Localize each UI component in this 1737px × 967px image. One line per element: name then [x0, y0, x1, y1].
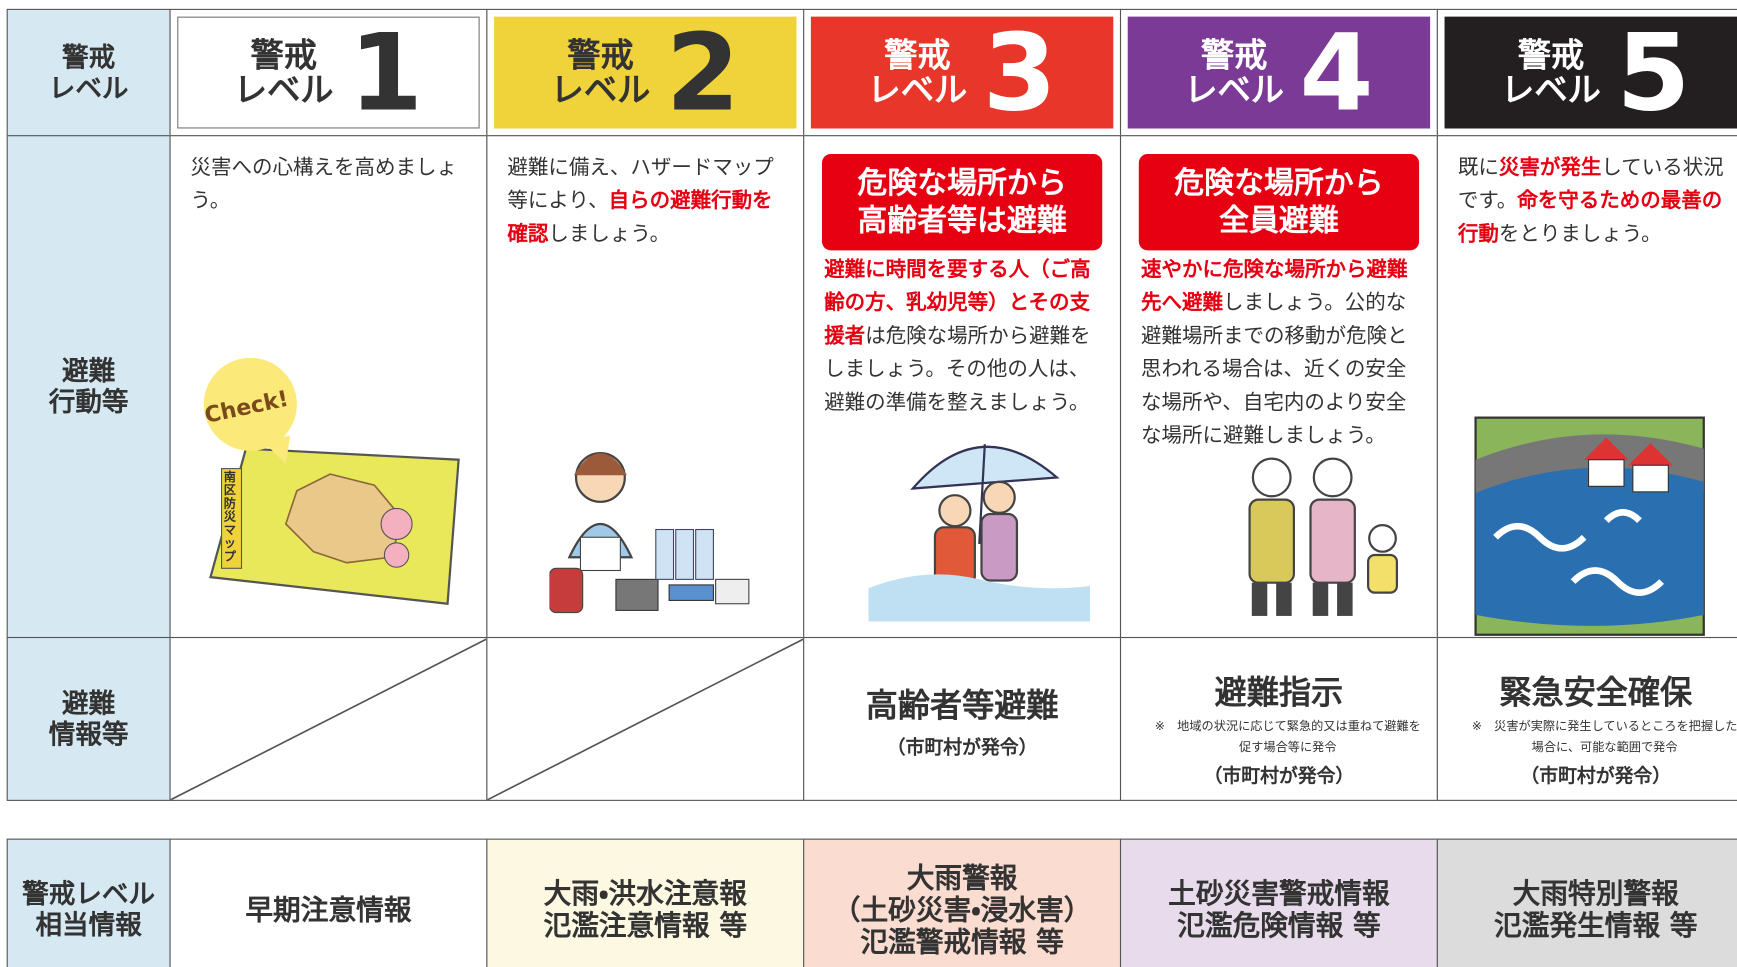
diagonal — [170, 638, 487, 800]
emphasis-text: 災害が発生 — [1498, 156, 1602, 180]
level-box: 警戒 レベル 2 — [494, 10, 797, 135]
info-issuer: （市町村が発令） — [1520, 765, 1672, 788]
text: 避難に備え、ハザードマップ等により、 — [507, 156, 774, 213]
info-title: 緊急安全確保 — [1499, 673, 1693, 712]
level-label: 警戒 レベル — [867, 36, 968, 110]
action-text: 速やかに危険な場所から避難先へ避難しましょう。公的な避難場所までの移動が危険と思… — [1141, 254, 1423, 453]
info-title: 避難指示 — [1214, 673, 1344, 712]
diagonal — [487, 638, 804, 800]
level-label: 警戒 レベル — [550, 36, 651, 110]
level-label: 警戒 レベル — [1501, 36, 1601, 110]
info-issuer: （市町村が発令） — [886, 736, 1038, 759]
level-number: 3 — [982, 10, 1057, 135]
emphasis-text: 避難に時間を要する人（ご高齢の方、乳幼児等）とその支援者 — [824, 258, 1091, 348]
action-cell: 危険な場所から 全員避難 速やかに危険な場所から避難先へ避難しましょう。公的な避難… — [1119, 135, 1438, 639]
level-label: 警戒 レベル — [233, 36, 334, 110]
action-cell: 避難に備え、ハザードマップ等により、自らの避難行動を確認しましょう。 — [486, 135, 805, 639]
info-cell: 高齢者等避難 （市町村が発令） — [803, 636, 1122, 801]
equivalent-info: 土砂災害警戒情報 氾濫危険情報 等 — [1119, 838, 1438, 967]
family-evacuation-illustration — [1248, 457, 1399, 616]
info-cell — [169, 636, 488, 801]
map-illustration — [203, 357, 460, 605]
text: しましょう。公的な避難場所までの移動が危険と思われる場合は、近くの安全な場所や、… — [1141, 291, 1408, 448]
action-cell: 災害への心構えを高めましょう。 Check! 南区防災マップ — [169, 135, 488, 639]
text: 災害への心構えを高めましょう。 — [190, 156, 457, 213]
equivalent-label: 警戒レベル 相当情報 — [6, 838, 171, 967]
info-note: ※ 災害が実際に発生しているところを把握した場合に、可能な範囲で発令 — [1471, 718, 1737, 755]
equivalent-info: 大雨特別警報 氾濫発生情報 等 — [1436, 838, 1737, 967]
info-cell — [486, 636, 805, 801]
level-number: 1 — [349, 10, 424, 135]
info-title: 高齢者等避難 — [865, 686, 1059, 725]
action-text: 災害への心構えを高めましょう。 — [191, 152, 473, 218]
level-box: 警戒 レベル 3 — [810, 10, 1114, 135]
map-title: 南区防災マップ — [223, 469, 236, 564]
emphasis-text: 速やかに危険な場所から避難先へ避難 — [1141, 258, 1408, 315]
level-box: 警戒 レベル 4 — [1127, 10, 1431, 135]
level-header: 警戒 レベル 4 — [1119, 8, 1438, 137]
level-number: 2 — [665, 10, 740, 135]
info-cell: 緊急安全確保 ※ 災害が実際に発生しているところを把握した場合に、可能な範囲で発令… — [1436, 636, 1737, 801]
action-cell: 既に災害が発生している状況です。命を守るための最善の行動をとりましょう。 — [1436, 135, 1737, 639]
text: 既に — [1457, 156, 1499, 180]
level-header: 警戒 レベル 1 — [169, 8, 488, 137]
action-text: 避難に備え、ハザードマップ等により、自らの避難行動を確認しましょう。 — [507, 152, 789, 252]
info-note: ※ 地域の状況に応じて緊急的又は重ねて避難を促す場合等に発令 — [1154, 718, 1421, 755]
level-header: 警戒 レベル 3 — [803, 8, 1122, 137]
text: をとりましょう。 — [1498, 222, 1662, 246]
corner-label: 警戒 レベル — [6, 8, 171, 137]
equivalent-info: 早期注意情報 — [169, 838, 488, 967]
info-cell: 避難指示 ※ 地域の状況に応じて緊急的又は重ねて避難を促す場合等に発令 （市町村が発… — [1119, 636, 1438, 801]
action-cell: 危険な場所から 高齢者等は避難 避難に時間を要する人（ご高齢の方、乳幼児等）とその… — [803, 135, 1122, 639]
level-number: 4 — [1299, 10, 1374, 135]
level-header: 警戒 レベル 2 — [486, 8, 805, 137]
equivalent-info: 大雨警報 （土砂災害・浸水害） 氾濫警戒情報 等 — [803, 838, 1122, 967]
action-headline: 危険な場所から 全員避難 — [1138, 153, 1420, 251]
level-box: 警戒 レベル 1 — [177, 10, 480, 135]
info-issuer: （市町村が発令） — [1203, 765, 1355, 788]
equivalent-info: 大雨・洪水注意報 氾濫注意情報 等 — [486, 838, 805, 967]
level-label: 警戒 レベル — [1184, 36, 1285, 110]
action-row-label: 避難 行動等 — [6, 135, 171, 639]
flood-illustration — [1474, 416, 1705, 636]
preparation-illustration — [549, 451, 750, 614]
level-number: 5 — [1616, 10, 1691, 135]
info-row-label: 避難 情報等 — [6, 636, 171, 801]
level-box: 警戒 レベル 5 — [1444, 10, 1737, 135]
elderly-evacuation-illustration — [868, 444, 1091, 622]
text: している状況です。 — [1457, 156, 1724, 213]
emphasis-text: 自らの避難行動を確認 — [507, 189, 773, 246]
emphasis-text: 命を守るための最善の行動 — [1457, 189, 1723, 246]
text: しましょう。 — [548, 222, 671, 246]
action-headline: 危険な場所から 高齢者等は避難 — [821, 153, 1103, 251]
level-header: 警戒 レベル 5 — [1436, 8, 1737, 137]
action-text: 避難に時間を要する人（ご高齢の方、乳幼児等）とその支援者は危険な場所から避難をし… — [824, 254, 1106, 420]
text: は危険な場所から避難をしましょう。その他の人は、避難の準備を整えましょう。 — [824, 324, 1091, 415]
action-text: 既に災害が発生している状況です。命を守るための最善の行動をとりましょう。 — [1458, 152, 1737, 252]
